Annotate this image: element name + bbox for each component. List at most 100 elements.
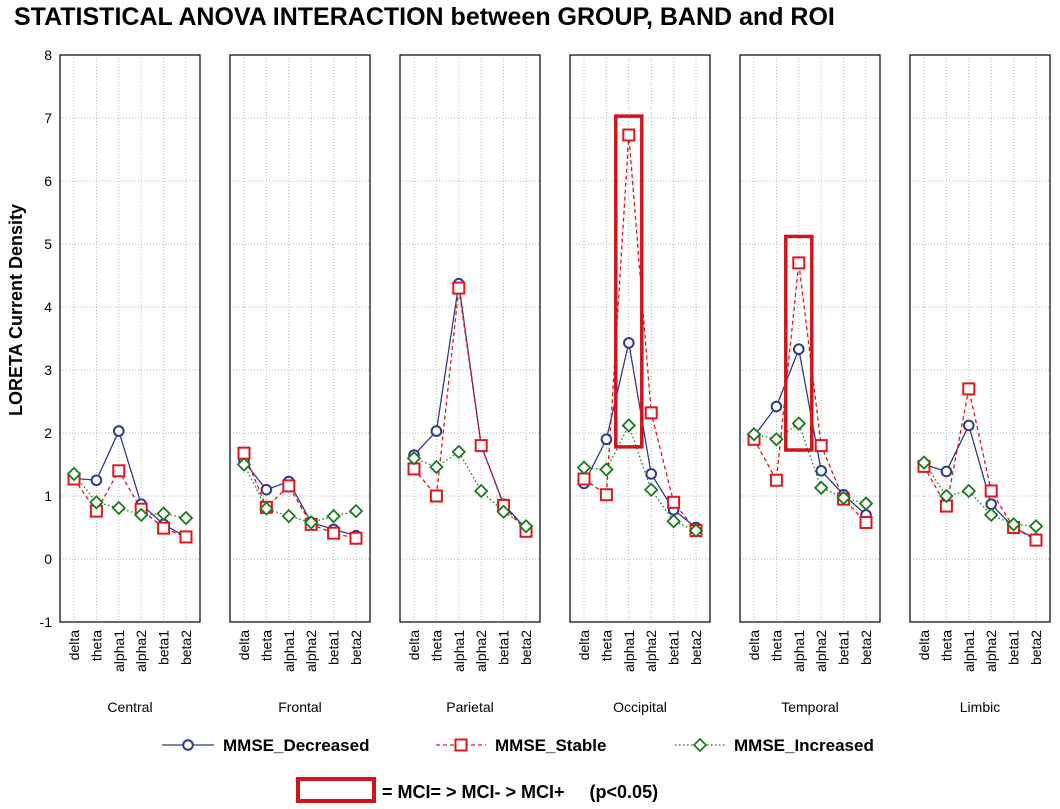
- data-point-mmse-increased: [666, 513, 681, 529]
- data-point-mmse-increased: [836, 490, 851, 506]
- data-point-mmse-stable: [599, 488, 613, 502]
- panel-frame: [569, 54, 711, 623]
- series-line-mmse-decreased: [243, 460, 357, 537]
- x-tick-label: alpha1: [791, 630, 807, 672]
- panel-central: delta theta alpha1 alpha2 beta1 beta2 Central: [59, 54, 201, 715]
- data-point-mmse-decreased: [113, 425, 125, 437]
- y-tick-label: 0: [44, 551, 52, 567]
- panel-label: Limbic: [960, 699, 1000, 715]
- panel-frame: [399, 54, 541, 623]
- x-tick-label: beta2: [178, 630, 194, 665]
- x-tick-label: alpha2: [983, 630, 999, 672]
- significance-note: = MCI= > MCI- > MCI+ (p<0.05): [296, 777, 658, 803]
- x-tick-label: delta: [406, 630, 422, 661]
- data-point-mmse-increased: [643, 482, 659, 497]
- data-point-mmse-increased: [496, 504, 511, 520]
- x-tick-label: alpha2: [303, 630, 319, 672]
- data-point-mmse-stable: [577, 472, 591, 486]
- data-point-mmse-increased: [473, 483, 489, 499]
- data-point-mmse-increased: [599, 462, 614, 477]
- x-tick-label: theta: [88, 630, 104, 661]
- data-point-mmse-increased: [406, 450, 422, 466]
- data-point-mmse-stable: [237, 446, 251, 460]
- y-axis-ticks: 8 7 6 5 4 3 2 1 0 -1: [40, 47, 53, 630]
- x-tick-label: alpha2: [643, 630, 659, 672]
- data-point-mmse-increased: [89, 495, 104, 510]
- x-tick-label: alpha2: [473, 630, 489, 672]
- x-tick-label: delta: [916, 630, 932, 661]
- data-point-mmse-decreased: [430, 425, 443, 437]
- data-point-mmse-decreased: [985, 498, 998, 510]
- data-point-mmse-increased: [133, 507, 149, 523]
- data-point-mmse-increased: [326, 508, 341, 524]
- data-point-mmse-stable: [157, 521, 171, 535]
- data-point-mmse-increased: [236, 457, 252, 472]
- data-point-mmse-stable: [622, 128, 636, 142]
- significance-box-icon: [296, 777, 376, 803]
- data-point-mmse-increased: [303, 515, 319, 530]
- data-point-mmse-increased: [576, 460, 592, 475]
- series-line-mmse-decreased: [73, 429, 187, 538]
- x-tick-label: beta1: [326, 630, 342, 665]
- data-point-mmse-stable: [349, 531, 363, 545]
- data-point-mmse-stable: [814, 439, 828, 453]
- panel-frame: [229, 54, 371, 623]
- data-point-mmse-stable: [429, 489, 443, 503]
- data-point-mmse-increased: [281, 508, 297, 524]
- panel-label: Parietal: [446, 699, 493, 715]
- data-point-mmse-increased: [348, 503, 364, 519]
- y-tick-label: 3: [44, 362, 52, 378]
- legend-marker-mmse-increased: [692, 737, 708, 753]
- data-point-mmse-increased: [429, 459, 444, 475]
- chart-title: STATISTICAL ANOVA INTERACTION between GR…: [14, 3, 835, 31]
- legend-label-mmse-increased: MMSE_Increased: [734, 736, 874, 755]
- data-point-mmse-increased: [791, 416, 807, 431]
- data-point-mmse-decreased: [815, 465, 828, 477]
- panel-frame: [59, 54, 201, 623]
- x-tick-label: beta2: [518, 630, 534, 665]
- data-point-mmse-increased: [178, 510, 194, 526]
- data-point-mmse-decreased: [600, 433, 613, 446]
- data-point-mmse-increased: [518, 518, 534, 534]
- x-tick-label: alpha1: [281, 630, 297, 672]
- data-point-mmse-increased: [259, 501, 274, 516]
- y-tick-label: 5: [44, 236, 52, 252]
- x-tick-label: beta1: [156, 630, 172, 665]
- data-point-mmse-stable: [984, 484, 998, 498]
- data-point-mmse-increased: [156, 506, 171, 521]
- data-point-mmse-increased: [451, 444, 467, 460]
- data-point-mmse-increased: [916, 455, 932, 470]
- data-point-mmse-stable: [644, 406, 658, 420]
- data-point-mmse-increased: [688, 523, 704, 538]
- data-point-mmse-increased: [111, 500, 127, 516]
- y-tick-label: 2: [44, 425, 52, 441]
- y-tick-label: 8: [44, 47, 52, 63]
- y-tick-label: 7: [44, 110, 52, 126]
- data-point-mmse-decreased: [90, 474, 103, 487]
- data-point-mmse-stable: [667, 495, 681, 509]
- panel-label: Central: [107, 699, 152, 715]
- panel-frontal: delta theta alpha1 alpha2 beta1 beta2 Frontal: [229, 54, 371, 715]
- y-tick-label: 4: [44, 299, 52, 315]
- x-tick-label: theta: [768, 630, 784, 661]
- panel-label: Occipital: [613, 699, 667, 715]
- x-tick-label: beta1: [1006, 630, 1022, 665]
- x-tick-label: delta: [66, 630, 82, 661]
- data-point-mmse-increased: [961, 483, 977, 499]
- data-point-mmse-stable: [474, 439, 488, 453]
- data-point-mmse-decreased: [793, 343, 805, 356]
- series-line-mmse-increased: [413, 450, 527, 527]
- data-point-mmse-increased: [1028, 518, 1044, 534]
- data-point-mmse-stable: [769, 473, 783, 487]
- data-point-mmse-decreased: [623, 337, 635, 349]
- series-line-mmse-increased: [753, 422, 867, 505]
- panel-temporal: delta theta alpha1 alpha2 beta1 beta2 Temporal: [739, 54, 881, 715]
- x-tick-label: beta1: [666, 630, 682, 665]
- x-tick-label: alpha1: [451, 630, 467, 672]
- x-tick-label: alpha2: [133, 630, 149, 672]
- x-tick-label: alpha1: [111, 630, 127, 672]
- series-line-mmse-decreased: [753, 346, 867, 516]
- data-point-mmse-stable: [327, 526, 341, 540]
- data-point-mmse-stable: [1029, 533, 1043, 547]
